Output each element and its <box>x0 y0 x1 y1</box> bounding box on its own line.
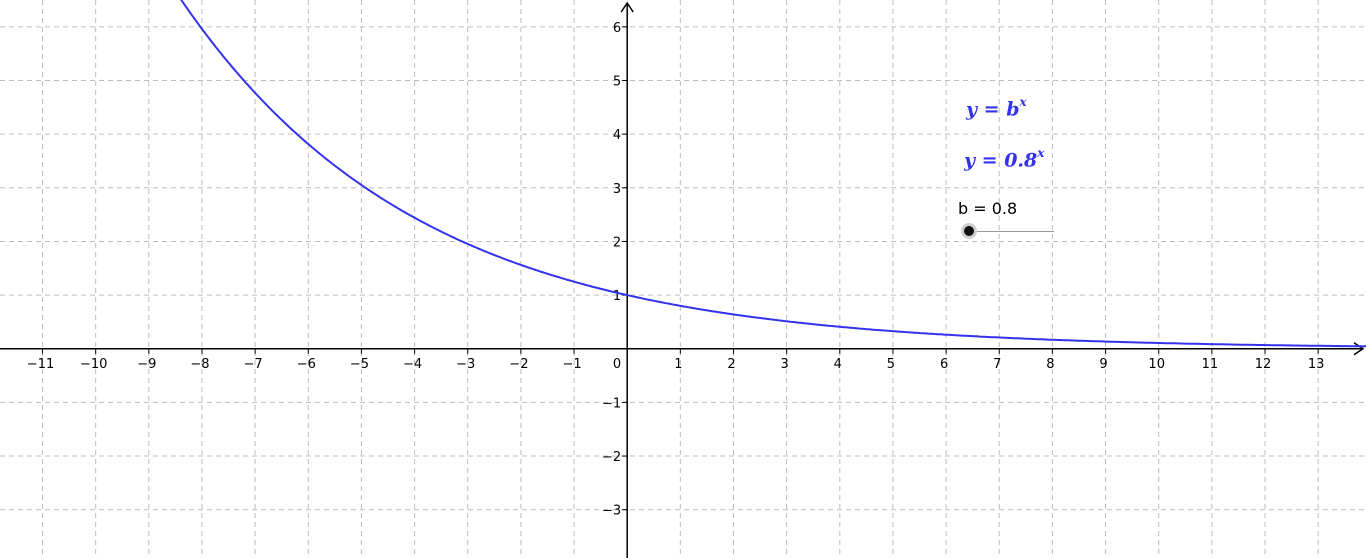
y-tick-label: 5 <box>613 74 621 89</box>
x-tick-label: 12 <box>1255 357 1272 372</box>
x-tick-label: 3 <box>781 357 789 372</box>
y-tick-label: 2 <box>613 235 621 250</box>
formula-specific-base: y = 0.8 <box>964 149 1038 172</box>
x-tick-label: −9 <box>137 357 156 372</box>
formula-general: y = bx <box>966 95 1027 121</box>
x-tick-label: 1 <box>674 357 682 372</box>
x-tick-label: 6 <box>940 357 948 372</box>
x-tick-label: −1 <box>562 357 581 372</box>
y-tick-label: −1 <box>602 396 621 411</box>
formula-general-base: y = b <box>966 98 1020 121</box>
x-tick-label: −4 <box>403 357 422 372</box>
y-tick-label: −2 <box>602 450 621 465</box>
y-tick-label: 1 <box>613 289 621 304</box>
x-tick-label: −10 <box>80 357 107 372</box>
x-tick-label: −6 <box>297 357 316 372</box>
x-tick-label: −8 <box>190 357 209 372</box>
slider-track[interactable] <box>969 231 1054 232</box>
y-tick-label: 3 <box>613 182 621 197</box>
x-tick-label: −7 <box>244 357 263 372</box>
slider-knob[interactable] <box>961 223 977 239</box>
formula-specific: y = 0.8x <box>964 146 1045 172</box>
formula-specific-exponent: x <box>1037 146 1045 160</box>
y-tick-label: 4 <box>613 128 621 143</box>
x-tick-label: 7 <box>993 357 1001 372</box>
x-tick-label: −3 <box>456 357 475 372</box>
x-tick-label: 10 <box>1148 357 1165 372</box>
y-tick-label: −3 <box>602 504 621 519</box>
curve-layer <box>150 0 1366 348</box>
x-tick-label: 13 <box>1308 357 1325 372</box>
x-tick-label: 2 <box>727 357 735 372</box>
x-axis-arrow-icon <box>1353 342 1365 356</box>
x-tick-label: 5 <box>887 357 895 372</box>
y-axis-arrow-icon <box>620 1 634 13</box>
x-tick-label: −11 <box>27 357 54 372</box>
x-tick-label: 4 <box>834 357 842 372</box>
x-tick-label: −2 <box>509 357 528 372</box>
slider-label: b = 0.8 <box>958 199 1018 218</box>
x-tick-label: 8 <box>1046 357 1054 372</box>
y-tick-label: 6 <box>613 21 621 36</box>
x-tick-label: 11 <box>1202 357 1219 372</box>
exponential-curve[interactable] <box>150 0 1366 348</box>
x-tick-label: 9 <box>1099 357 1107 372</box>
tick-labels: −11 −10 −9 −8 −7 −6 −5 −4 −3 −2 −1 1 2 3 4 5 6 7 8 9 10 11 12 1… <box>27 21 1325 519</box>
origin-label: 0 <box>613 357 621 372</box>
x-tick-label: −5 <box>350 357 369 372</box>
formula-general-exponent: x <box>1019 95 1027 109</box>
